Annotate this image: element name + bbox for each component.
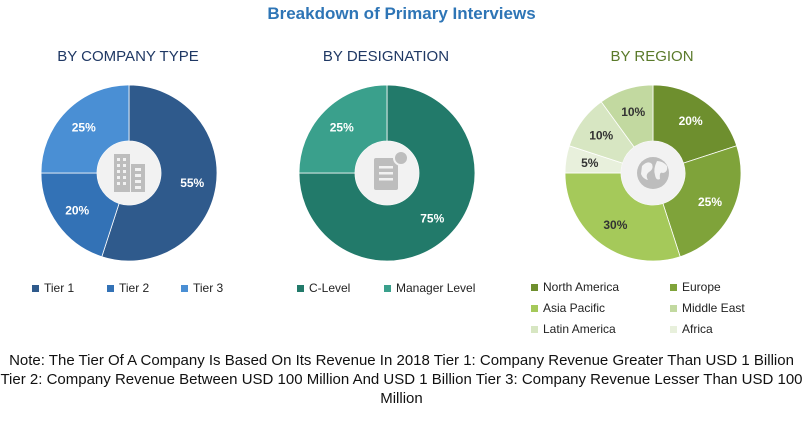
- data-label: 20%: [679, 114, 703, 128]
- designation-donut: 75% 25%: [298, 84, 476, 262]
- legend-label: Latin America: [543, 322, 616, 336]
- donut-slice-tier-2: [40, 172, 120, 258]
- legend-tier-2: Tier 2: [107, 281, 149, 295]
- legend-label: Tier 2: [119, 281, 150, 295]
- legend-swatch: [670, 283, 677, 291]
- data-label: 55%: [180, 176, 204, 190]
- legend-label: Africa: [682, 322, 713, 336]
- data-label: 20%: [65, 204, 89, 218]
- region-title: BY REGION: [610, 48, 694, 65]
- legend-swatch: [107, 284, 114, 292]
- main-title: Breakdown of Primary Interviews: [267, 4, 536, 23]
- legend-middle-east: Middle East: [670, 301, 745, 315]
- legend-asia-pacific: Asia Pacific: [531, 301, 605, 315]
- data-label: 5%: [581, 156, 599, 170]
- data-label: 25%: [72, 121, 96, 135]
- legend-swatch: [531, 283, 538, 291]
- legend-swatch: [531, 325, 538, 333]
- data-label: 10%: [589, 128, 613, 142]
- legend-label: Tier 3: [193, 281, 224, 295]
- donut-slice-north-america: [652, 84, 738, 164]
- data-label: 25%: [330, 121, 354, 135]
- legend-label: Tier 1: [44, 281, 75, 295]
- legend-label: Middle East: [682, 301, 745, 315]
- document-icon: [374, 150, 409, 190]
- legend-africa: Africa: [670, 322, 713, 336]
- legend-label: Asia Pacific: [543, 301, 606, 315]
- company-type-donut: 55% 20% 25%: [40, 84, 218, 262]
- legend-manager-level: Manager Level: [384, 281, 475, 295]
- company-type-title: BY COMPANY TYPE: [57, 48, 199, 65]
- legend-swatch: [297, 284, 304, 292]
- legend-europe: Europe: [670, 280, 721, 294]
- legend-swatch: [531, 304, 538, 312]
- legend-north-america: North America: [531, 280, 619, 294]
- legend-tier-3: Tier 3: [181, 281, 223, 295]
- data-label: 30%: [603, 218, 627, 232]
- data-label: 25%: [698, 195, 722, 209]
- legend-swatch: [670, 325, 677, 333]
- legend-c-level: C-Level: [297, 281, 350, 295]
- legend-latin-america: Latin America: [531, 322, 616, 336]
- globe-icon: [637, 157, 669, 189]
- legend-swatch: [181, 284, 188, 292]
- footnote: Note: The Tier Of A Company Is Based On …: [0, 352, 803, 407]
- legend-tier-1: Tier 1: [32, 281, 74, 295]
- legend-label: C-Level: [309, 281, 351, 295]
- designation-title: BY DESIGNATION: [322, 48, 450, 65]
- legend-label: North America: [543, 280, 620, 294]
- legend-swatch: [384, 284, 391, 292]
- region-donut: 20% 25% 30% 5% 10% 10%: [564, 84, 742, 262]
- building-icon: [114, 154, 145, 192]
- data-label: 10%: [621, 105, 645, 119]
- data-label: 75%: [420, 211, 444, 225]
- legend-label: Manager Level: [396, 281, 476, 295]
- legend-swatch: [670, 304, 677, 312]
- legend-label: Europe: [682, 280, 721, 294]
- legend-swatch: [32, 284, 39, 292]
